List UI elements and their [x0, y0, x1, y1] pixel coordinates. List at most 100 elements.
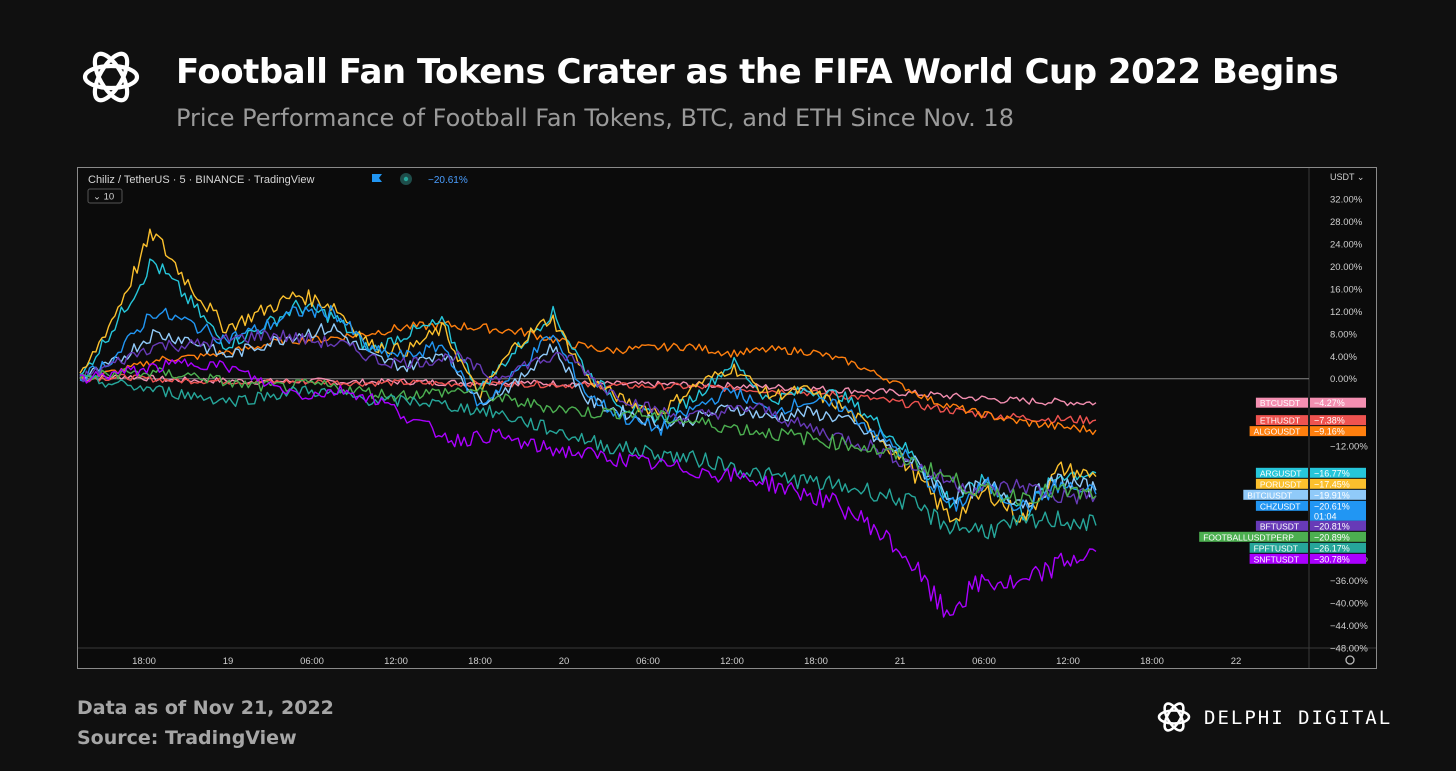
y-tick-label: −48.00%	[1330, 644, 1368, 655]
series-name-badge	[1255, 520, 1308, 531]
value-badge-text: −17.45%	[1314, 479, 1350, 489]
value-badge-text: −7.38%	[1314, 416, 1345, 426]
value-badge-time: 01:04	[1314, 511, 1337, 521]
footer-info: Data as of Nov 21, 2022 Source: TradingV…	[77, 693, 334, 753]
series-name-badge	[1255, 397, 1308, 408]
value-badge-text: −26.17%	[1314, 543, 1350, 553]
series-name-badge	[1249, 542, 1308, 553]
value-badge	[1310, 467, 1366, 478]
series-name-text: ARGUSDT	[1260, 468, 1302, 478]
value-badge-text: −4.27%	[1314, 398, 1345, 408]
y-tick-label: 28.00%	[1330, 217, 1363, 228]
value-badge-text: −19.91%	[1314, 490, 1350, 500]
y-tick-label: −44.00%	[1330, 621, 1368, 632]
page-subtitle: Price Performance of Football Fan Tokens…	[176, 104, 1014, 132]
series-name-badge	[1243, 489, 1308, 500]
value-badge-text: −20.61%	[1314, 501, 1350, 511]
series-line-porusdt	[79, 228, 1097, 523]
x-tick-label: 18:00	[468, 656, 492, 667]
x-tick-label: 06:00	[636, 656, 660, 667]
x-tick-label: 12:00	[720, 656, 744, 667]
value-badge	[1310, 500, 1366, 521]
series-name-text: FOOTBALLUSDTPERP	[1203, 532, 1294, 542]
value-badge	[1310, 520, 1366, 531]
x-tick-label: 18:00	[1140, 656, 1164, 667]
series-name-text: FPFTUSDT	[1254, 543, 1298, 553]
series-line-footballusdtperp	[79, 367, 1097, 506]
eye-pupil	[403, 176, 409, 182]
x-tick-label: 12:00	[384, 656, 408, 667]
header-change: −20.61%	[428, 175, 468, 186]
delphi-footer-logo-icon	[1157, 702, 1191, 732]
currency-label: USDT ⌄	[1330, 172, 1364, 182]
value-badge	[1310, 478, 1366, 489]
value-badge	[1310, 553, 1366, 564]
value-badge-text: −16.77%	[1314, 468, 1350, 478]
value-badge-text: −30.78%	[1314, 554, 1350, 564]
interval-box[interactable]	[87, 188, 123, 204]
x-tick-label: 19	[223, 656, 234, 667]
y-tick-label: 16.00%	[1330, 284, 1363, 295]
x-tick-label: 18:00	[804, 656, 828, 667]
series-line-bitciusdt	[79, 323, 1097, 509]
series-name-badge	[1255, 500, 1308, 511]
y-tick-label: −40.00%	[1330, 599, 1368, 610]
y-tick-label: 4.00%	[1330, 352, 1357, 363]
x-tick-label: 18:00	[132, 656, 156, 667]
series-name-text: ALGOUSDT	[1254, 427, 1301, 437]
series-name-text: BTCUSDT	[1260, 398, 1300, 408]
data-as-of: Data as of Nov 21, 2022	[77, 697, 334, 719]
value-badge	[1310, 415, 1366, 426]
series-line-snftusdt	[79, 358, 1097, 618]
source-credit: Source: TradingView	[77, 727, 297, 749]
series-name-text: BITCIUSDT	[1247, 490, 1292, 500]
y-tick-label: 20.00%	[1330, 262, 1363, 273]
x-tick-label: 06:00	[300, 656, 324, 667]
x-tick-label: 20	[559, 656, 570, 667]
series-line-algousdt	[79, 320, 1097, 436]
y-tick-label: −36.00%	[1330, 576, 1368, 587]
series-name-badge	[1255, 467, 1308, 478]
value-badge-text: −20.81%	[1314, 521, 1350, 531]
value-badge-text: −9.16%	[1314, 427, 1345, 437]
x-tick-label: 21	[895, 656, 906, 667]
series-name-text: ETHUSDT	[1260, 416, 1300, 426]
series-name-badge	[1249, 553, 1308, 564]
gear-icon[interactable]	[1345, 655, 1355, 665]
interval-label: ⌄ 10	[93, 192, 114, 203]
series-name-text: SNFTUSDT	[1254, 554, 1299, 564]
series-name-text: BFTUSDT	[1260, 521, 1299, 531]
value-badge	[1310, 426, 1366, 437]
series-line-fpftusdt	[79, 373, 1097, 540]
y-tick-label: 12.00%	[1330, 307, 1363, 318]
chart-frame: Chiliz / TetherUS · 5 · BINANCE · Tradin…	[77, 167, 1377, 669]
x-tick-label: 06:00	[972, 656, 996, 667]
delphi-brand: DELPHI DIGITAL	[1154, 697, 1390, 737]
value-badge	[1310, 489, 1366, 500]
series-name-badge	[1249, 426, 1308, 437]
series-name-badge	[1199, 531, 1308, 542]
price-performance-chart[interactable]: Chiliz / TetherUS · 5 · BINANCE · Tradin…	[78, 168, 1376, 668]
y-tick-label: 24.00%	[1330, 240, 1363, 251]
x-tick-label: 22	[1231, 656, 1242, 667]
page-title: Football Fan Tokens Crater as the FIFA W…	[176, 52, 1339, 92]
delphi-logo-icon	[82, 51, 140, 103]
series-name-badge	[1255, 478, 1308, 489]
series-line-chzusdt	[79, 303, 1097, 512]
symbol-header: Chiliz / TetherUS · 5 · BINANCE · Tradin…	[88, 174, 314, 186]
y-tick-label: 32.00%	[1330, 195, 1363, 206]
brand-name: DELPHI DIGITAL	[1204, 707, 1393, 729]
value-badge-text: −20.89%	[1314, 532, 1350, 542]
flag-icon	[372, 174, 382, 182]
x-tick-label: 12:00	[1056, 656, 1080, 667]
value-badge	[1310, 397, 1366, 408]
y-tick-label: −12.00%	[1330, 442, 1368, 453]
y-tick-label: 0.00%	[1330, 374, 1357, 385]
series-line-ethusdt	[79, 373, 1097, 425]
series-name-text: CHZUSDT	[1260, 501, 1301, 511]
series-name-badge	[1255, 415, 1308, 426]
series-name-text: PORUSDT	[1260, 479, 1302, 489]
series-line-btcusdt	[79, 374, 1097, 407]
y-tick-label: 8.00%	[1330, 329, 1357, 340]
value-badge	[1310, 531, 1366, 542]
